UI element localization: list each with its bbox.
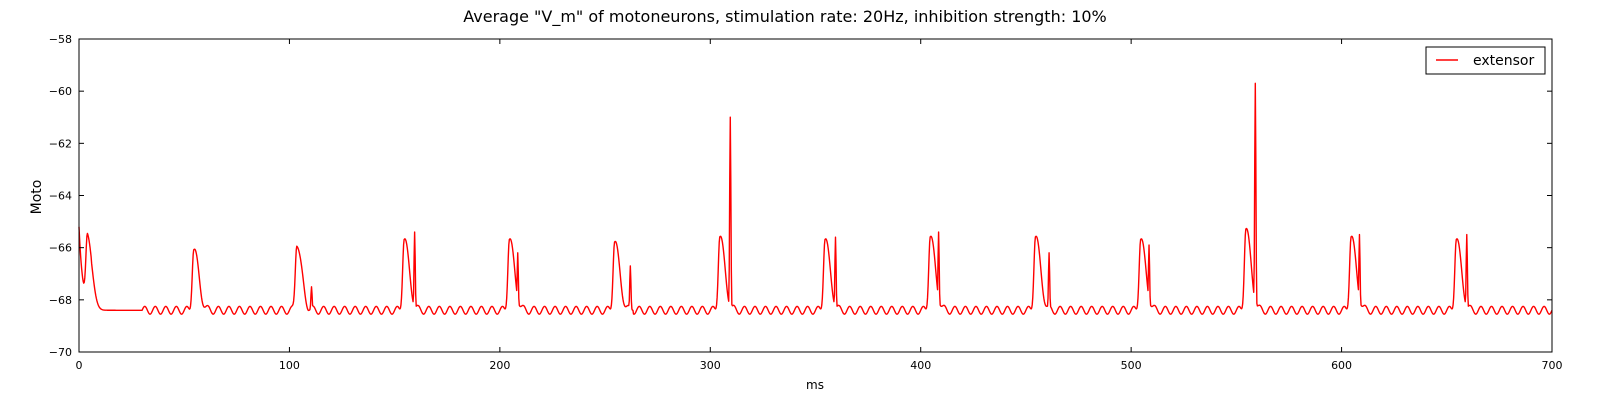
chart-title: Average "V_m" of motoneurons, stimulatio… [463, 7, 1107, 27]
x-tick-label: 0 [76, 359, 83, 372]
y-tick-label: −58 [49, 33, 72, 46]
y-tick-label: −64 [49, 190, 72, 203]
x-tick-label: 700 [1542, 359, 1563, 372]
plot-frame [78, 38, 1553, 353]
x-tick-label: 400 [910, 359, 931, 372]
plot-area [78, 82, 1553, 315]
legend: extensor [1425, 46, 1546, 75]
axis-ticks: 0 100 200 300 400 500 600 700 −70 −68 −66 −64 −62 −60… [49, 33, 1563, 372]
x-axis-label: ms [806, 378, 824, 392]
x-tick-label: 600 [1331, 359, 1352, 372]
y-tick-label: −66 [49, 242, 72, 255]
x-tick-label: 200 [489, 359, 510, 372]
y-tick-label: −62 [49, 137, 72, 150]
x-tick-label: 100 [279, 359, 300, 372]
x-tick-label: 500 [1121, 359, 1142, 372]
y-axis-label: Moto [29, 180, 45, 215]
y-tick-label: −68 [49, 294, 72, 307]
legend-label-extensor: extensor [1473, 53, 1534, 69]
y-tick-label: −60 [49, 85, 72, 98]
x-tick-label: 300 [700, 359, 721, 372]
series-line-extensor [78, 82, 1553, 315]
y-tick-label: −70 [49, 346, 72, 359]
